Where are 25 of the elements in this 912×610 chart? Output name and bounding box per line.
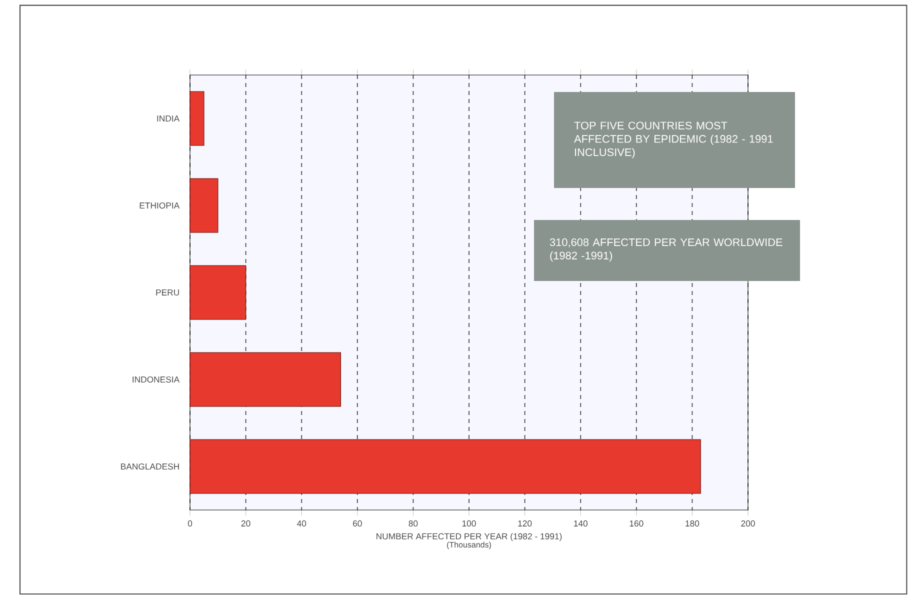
bar xyxy=(190,265,246,320)
x-tick-label: 160 xyxy=(630,520,644,527)
bar xyxy=(190,352,341,407)
text: (Thousands) xyxy=(447,542,491,550)
x-tick-label: 20 xyxy=(241,520,250,527)
x-tick-label: 120 xyxy=(518,520,532,527)
bar xyxy=(190,439,701,494)
x-tick-label: 0 xyxy=(188,520,192,527)
text: TOP FIVE COUNTRIES MOST AFFECTED BY EPIDEMIC (1982 - 1991 INCLUSIVE) xyxy=(574,122,773,158)
y-tick-label: BANGLADESH xyxy=(121,463,179,470)
bar xyxy=(190,178,218,233)
x-tick-label: 100 xyxy=(462,520,476,527)
x-tick-label: 60 xyxy=(353,520,362,527)
y-tick-label: PERU xyxy=(156,289,179,296)
x-tick-label: 200 xyxy=(741,520,755,527)
x-tick-label: 180 xyxy=(686,520,700,527)
x-axis-title: NUMBER AFFECTED PER YEAR (1982 - 1991) xyxy=(376,533,562,542)
y-tick-label: ETHIOPIA xyxy=(140,202,180,209)
y-tick-label: INDONESIA xyxy=(132,376,180,383)
annotation: 310,608 AFFECTED PER YEAR WORLDWIDE (1982 -1991) xyxy=(550,238,782,262)
bar xyxy=(190,91,204,146)
y-tick-label: INDIA xyxy=(157,116,180,122)
x-tick-label: 40 xyxy=(296,520,306,527)
x-tick-label: 80 xyxy=(408,520,418,527)
x-tick-label: 140 xyxy=(574,520,588,527)
